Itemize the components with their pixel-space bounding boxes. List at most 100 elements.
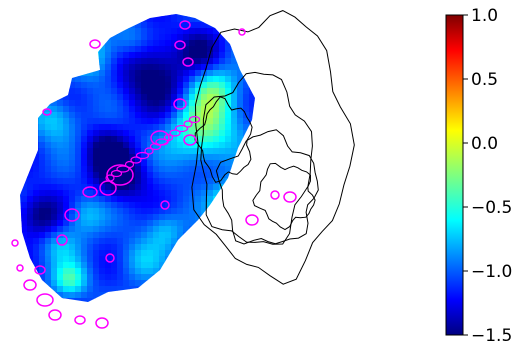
heatmap-cell: [129, 202, 136, 209]
heatmap-cell: [141, 106, 148, 113]
heatmap-cell: [33, 196, 40, 203]
heatmap-cell: [69, 262, 76, 269]
heatmap-cell: [87, 166, 94, 173]
heatmap-cell: [159, 82, 166, 89]
magenta-contour: [160, 200, 170, 210]
heatmap-cell: [153, 22, 160, 29]
heatmap-cell: [93, 154, 100, 161]
heatmap-cell: [105, 40, 112, 47]
heatmap-cell: [129, 130, 136, 137]
heatmap-cell: [141, 64, 148, 71]
heatmap-cell: [20, 112, 22, 119]
heatmap-cell: [135, 172, 142, 179]
heatmap-cell: [159, 112, 166, 119]
heatmap-cell: [141, 172, 148, 179]
heatmap-cell: [63, 94, 70, 101]
heatmap-cell: [75, 142, 82, 149]
heatmap-cell: [177, 82, 184, 89]
heatmap-cell: [219, 292, 226, 299]
heatmap-cell: [159, 40, 166, 47]
heatmap-cell: [249, 292, 255, 299]
heatmap-cell: [147, 16, 154, 23]
heatmap-cell: [20, 100, 22, 107]
heatmap-cell: [111, 292, 118, 299]
heatmap-cell: [165, 184, 172, 191]
heatmap-cell: [201, 250, 208, 257]
heatmap-cell: [195, 28, 202, 35]
heatmap-cell: [63, 88, 70, 95]
heatmap-cell: [219, 118, 226, 125]
heatmap-cell: [171, 238, 178, 245]
heatmap-cell: [249, 142, 255, 149]
heatmap-cell: [243, 178, 250, 185]
heatmap-cell: [105, 148, 112, 155]
heatmap-cell: [123, 40, 130, 47]
heatmap-cell: [20, 14, 22, 17]
heatmap-cell: [171, 64, 178, 71]
heatmap-cell: [21, 46, 28, 53]
heatmap-cell: [27, 118, 34, 125]
magenta-contour: [283, 191, 297, 203]
heatmap-cell: [117, 166, 124, 173]
heatmap-cell: [57, 160, 64, 167]
heatmap-cell: [20, 190, 22, 197]
heatmap-cell: [75, 238, 82, 245]
heatmap-cell: [147, 220, 154, 227]
heatmap-cell: [135, 292, 142, 299]
heatmap-cell: [63, 40, 70, 47]
heatmap-cell: [165, 226, 172, 233]
heatmap-cell: [57, 280, 64, 287]
heatmap-cell: [207, 124, 214, 131]
heatmap-cell: [243, 274, 250, 281]
heatmap-cell: [45, 226, 52, 233]
heatmap-cell: [45, 64, 52, 71]
heatmap-cell: [81, 238, 88, 245]
heatmap-cell: [207, 268, 214, 275]
heatmap-cell: [183, 172, 190, 179]
heatmap-cell: [159, 58, 166, 65]
heatmap-cell: [219, 154, 226, 161]
heatmap-cell: [51, 136, 58, 143]
heatmap-cell: [69, 106, 76, 113]
heatmap-cell: [237, 226, 244, 233]
heatmap-cell: [27, 202, 34, 209]
heatmap-cell: [33, 118, 40, 125]
heatmap-cell: [153, 280, 160, 287]
heatmap-cell: [51, 106, 58, 113]
heatmap-cell: [183, 196, 190, 203]
heatmap-cell: [177, 304, 183, 310]
heatmap-cell: [213, 22, 220, 29]
heatmap-cell: [99, 250, 106, 257]
heatmap-cell: [153, 256, 160, 263]
heatmap-cell: [219, 274, 226, 281]
heatmap-cell: [99, 292, 106, 299]
heatmap-cell: [207, 184, 214, 191]
heatmap-cell: [195, 280, 202, 287]
heatmap-cell: [201, 94, 208, 101]
heatmap-cell: [117, 250, 124, 257]
heatmap-cell: [93, 106, 100, 113]
heatmap-cell: [141, 262, 148, 269]
heatmap-cell: [171, 58, 178, 65]
heatmap-cell: [255, 40, 261, 46]
heatmap-cell: [33, 226, 40, 233]
heatmap-cell: [231, 262, 238, 269]
heatmap-cell: [51, 244, 58, 251]
heatmap-cell: [63, 124, 70, 131]
heatmap-cell: [99, 88, 106, 95]
heatmap-cell: [147, 136, 154, 143]
heatmap-cell: [177, 28, 184, 35]
heatmap-cell: [57, 130, 64, 137]
heatmap-cell: [201, 124, 208, 131]
heatmap-cell: [177, 286, 184, 293]
heatmap-cell: [21, 14, 28, 17]
heatmap-cell: [135, 64, 142, 71]
heatmap-cell: [159, 178, 166, 185]
heatmap-cell: [183, 40, 190, 47]
heatmap-cell: [117, 178, 124, 185]
heatmap-cell: [165, 106, 172, 113]
heatmap-cell: [165, 280, 172, 287]
heatmap-cell: [189, 250, 196, 257]
heatmap-cell: [39, 14, 46, 17]
heatmap-cell: [21, 238, 28, 245]
